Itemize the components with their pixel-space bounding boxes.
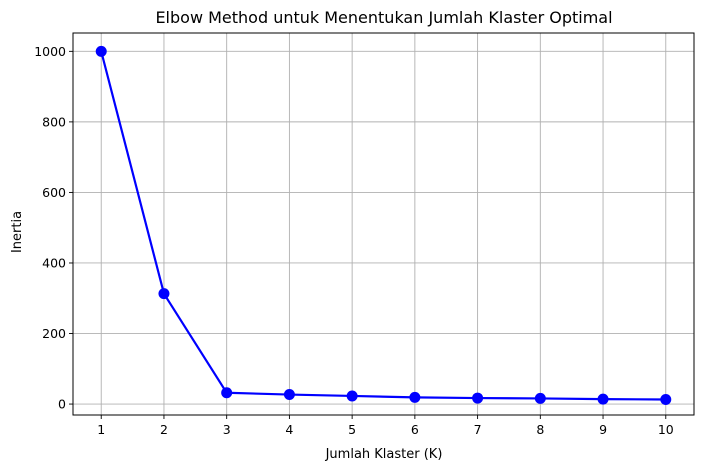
x-tick-label: 8 [536, 422, 544, 437]
x-tick-label: 2 [160, 422, 168, 437]
x-tick-label: 6 [411, 422, 419, 437]
data-point [472, 392, 484, 404]
series-line [100, 51, 666, 401]
y-tick-label: 600 [42, 185, 66, 200]
x-tick-label: 7 [474, 422, 482, 437]
y-tick-label: 200 [42, 326, 66, 341]
data-point [346, 390, 358, 402]
data-point [283, 389, 295, 401]
x-tick-label: 5 [348, 422, 356, 437]
data-point [409, 391, 421, 403]
y-axis-label: Inertia [10, 211, 25, 253]
x-gridlines [100, 33, 667, 415]
y-tick-label: 400 [42, 255, 66, 270]
y-gridlines [73, 50, 694, 405]
plot-frame [72, 32, 695, 416]
y-axis-ticks: 0 200 400 600 800 1000 [34, 44, 73, 412]
series-layer [95, 45, 672, 405]
y-tick-label: 0 [58, 397, 66, 412]
data-point [95, 45, 107, 57]
x-tick-label: 3 [223, 422, 231, 437]
x-tick-label: 10 [658, 422, 674, 437]
y-tick-label: 1000 [34, 44, 66, 59]
x-tick-label: 9 [599, 422, 607, 437]
data-point [221, 387, 233, 399]
x-axis-ticks: 1 2 3 4 5 6 7 8 9 10 [97, 415, 674, 437]
x-tick-label: 1 [97, 422, 105, 437]
data-point [597, 393, 609, 405]
data-point [534, 392, 546, 404]
y-tick-label: 800 [42, 114, 66, 129]
data-point [660, 393, 672, 405]
data-point [158, 288, 170, 300]
chart-title: Elbow Method untuk Menentukan Jumlah Kla… [155, 8, 612, 27]
x-tick-label: 4 [285, 422, 293, 437]
x-axis-label: Jumlah Klaster (K) [325, 447, 443, 462]
